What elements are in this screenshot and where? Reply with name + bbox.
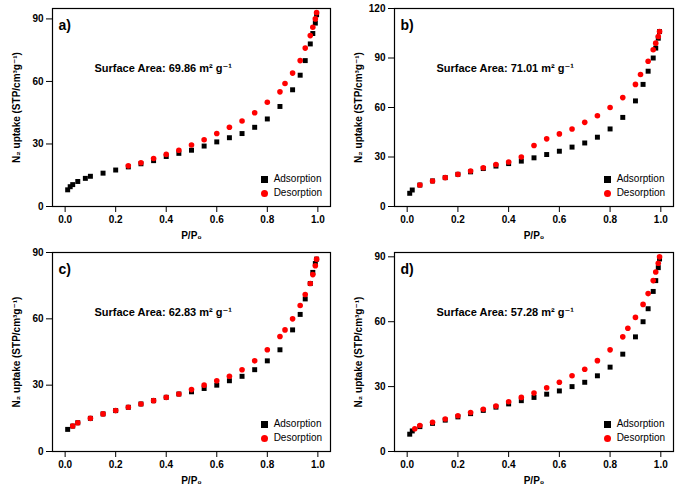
svg-text:P/P₀: P/P₀	[181, 475, 202, 486]
svg-text:0.4: 0.4	[502, 214, 516, 225]
svg-text:90: 90	[374, 52, 386, 63]
svg-text:0: 0	[38, 446, 44, 457]
svg-text:120: 120	[369, 3, 386, 14]
svg-text:60: 60	[32, 313, 44, 324]
html-text:Adsorption: Adsorption	[273, 173, 322, 184]
svg-text:P/P₀: P/P₀	[524, 475, 545, 486]
svg-text:0.8: 0.8	[603, 214, 617, 225]
svg-text:0.6: 0.6	[552, 459, 566, 470]
svg-text:0.2: 0.2	[109, 459, 123, 470]
html-text:Desorption: Desorption	[273, 432, 322, 443]
svg-text:d): d)	[401, 261, 414, 277]
svg-text:N₂ uptake (STP/cm³g⁻¹): N₂ uptake (STP/cm³g⁻¹)	[353, 297, 364, 408]
svg-text:c): c)	[59, 261, 71, 277]
svg-text:0: 0	[38, 201, 44, 212]
svg-text:0.2: 0.2	[451, 459, 465, 470]
svg-text:Surface Area: 71.01 m² g⁻¹: Surface Area: 71.01 m² g⁻¹	[437, 62, 575, 74]
svg-text:0.4: 0.4	[502, 459, 516, 470]
svg-text:P/P₀: P/P₀	[524, 230, 545, 241]
svg-text:Surface Area: 69.86 m² g⁻¹: Surface Area: 69.86 m² g⁻¹	[95, 62, 233, 74]
svg-text:0: 0	[380, 446, 386, 457]
svg-text:1.0: 1.0	[311, 214, 325, 225]
svg-text:0.6: 0.6	[210, 459, 224, 470]
svg-text:60: 60	[374, 102, 386, 113]
html-text:Adsorption: Adsorption	[616, 173, 665, 184]
svg-text:0.4: 0.4	[159, 214, 173, 225]
svg-text:90: 90	[32, 247, 44, 258]
svg-text:1.0: 1.0	[311, 459, 325, 470]
svg-text:60: 60	[32, 76, 44, 87]
svg-text:0.2: 0.2	[109, 214, 123, 225]
svg-text:0.6: 0.6	[552, 214, 566, 225]
html-text:Desorption: Desorption	[616, 187, 665, 198]
svg-text:0.0: 0.0	[58, 459, 72, 470]
svg-text:90: 90	[374, 251, 386, 262]
svg-text:0.6: 0.6	[210, 214, 224, 225]
svg-text:90: 90	[32, 13, 44, 24]
svg-text:30: 30	[32, 379, 44, 390]
html-text:Adsorption: Adsorption	[273, 418, 322, 429]
svg-text:0.8: 0.8	[260, 214, 274, 225]
svg-text:60: 60	[374, 316, 386, 327]
svg-text:a): a)	[59, 17, 71, 33]
svg-text:0.8: 0.8	[603, 459, 617, 470]
svg-text:0: 0	[380, 201, 386, 212]
html-text:Desorption: Desorption	[273, 187, 322, 198]
svg-text:N₂ uptake (STP/cm³g⁻¹): N₂ uptake (STP/cm³g⁻¹)	[353, 52, 364, 163]
svg-text:N₂ uptake (STP/cm³g⁻¹): N₂ uptake (STP/cm³g⁻¹)	[11, 52, 22, 163]
svg-text:0.4: 0.4	[159, 459, 173, 470]
svg-text:P/P₀: P/P₀	[181, 230, 202, 241]
svg-text:1.0: 1.0	[654, 214, 668, 225]
svg-text:0.0: 0.0	[400, 459, 414, 470]
html-text:Desorption: Desorption	[616, 432, 665, 443]
svg-text:0.0: 0.0	[58, 214, 72, 225]
svg-text:1.0: 1.0	[654, 459, 668, 470]
svg-text:30: 30	[32, 138, 44, 149]
svg-text:Surface Area: 62.83 m² g⁻¹: Surface Area: 62.83 m² g⁻¹	[95, 306, 233, 318]
svg-text:Surface Area: 57.28 m² g⁻¹: Surface Area: 57.28 m² g⁻¹	[437, 306, 575, 318]
html-text:Adsorption: Adsorption	[616, 418, 665, 429]
svg-text:N₂ uptake (STP/cm³g⁻¹): N₂ uptake (STP/cm³g⁻¹)	[11, 297, 22, 408]
svg-text:30: 30	[374, 151, 386, 162]
svg-text:b): b)	[401, 17, 414, 33]
svg-text:30: 30	[374, 381, 386, 392]
svg-text:0.2: 0.2	[451, 214, 465, 225]
svg-text:0.8: 0.8	[260, 459, 274, 470]
svg-text:0.0: 0.0	[400, 214, 414, 225]
